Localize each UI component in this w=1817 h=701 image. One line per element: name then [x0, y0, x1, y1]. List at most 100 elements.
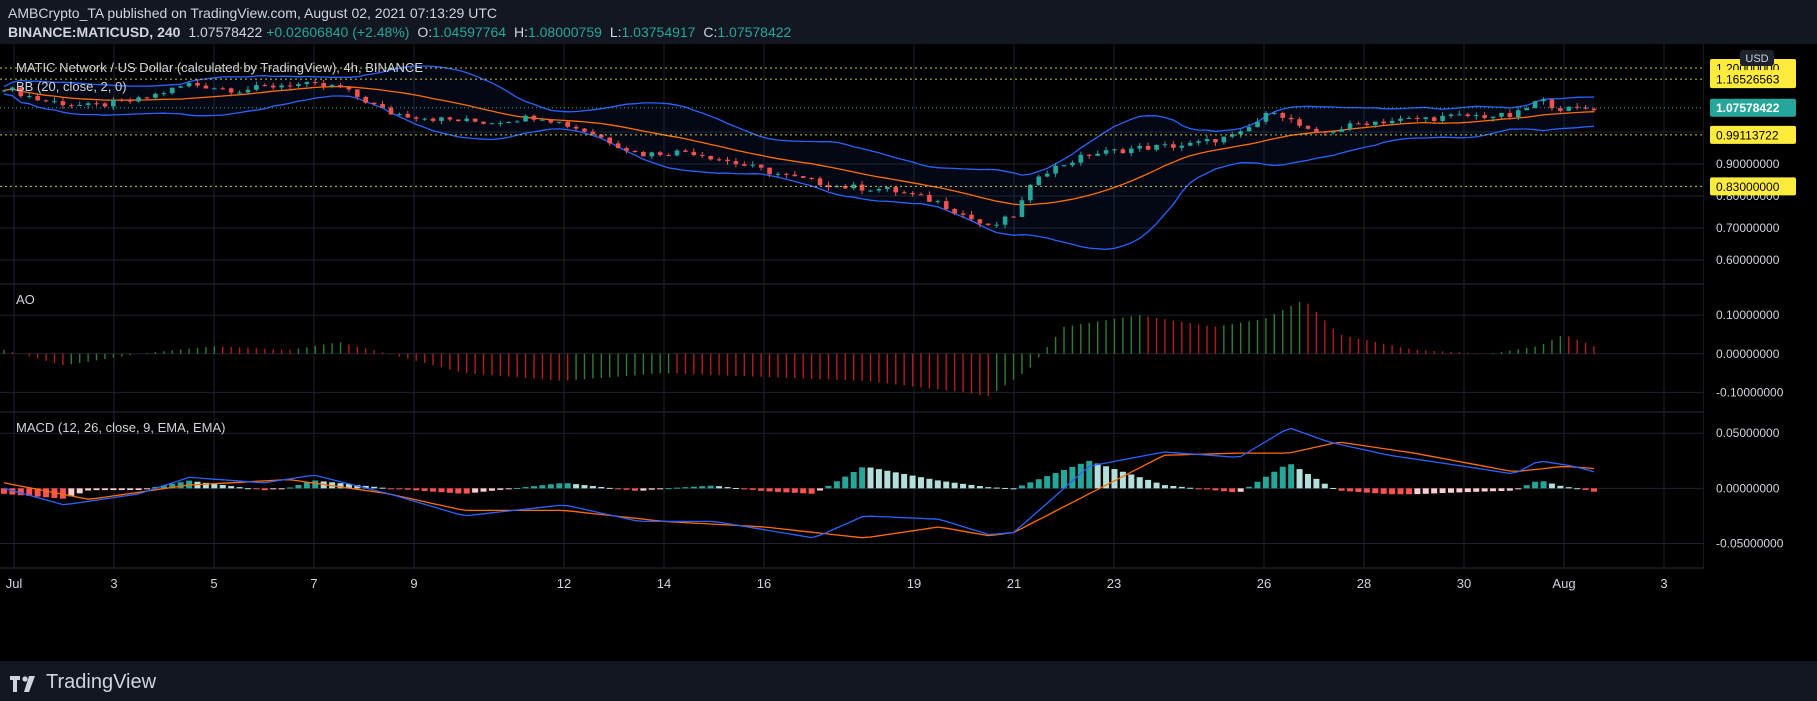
candle [994, 221, 999, 228]
macd-hist-bar [993, 487, 1000, 489]
ao-title[interactable]: AO [16, 292, 35, 307]
macd-hist-bar [152, 486, 159, 489]
candle [1473, 112, 1479, 120]
candle [943, 197, 949, 211]
macd-hist-bar [93, 488, 100, 491]
tradingview-logo[interactable]: TradingView [10, 671, 156, 694]
candle [1086, 154, 1092, 159]
candle [1381, 118, 1386, 127]
candle [809, 177, 814, 181]
candle [1440, 112, 1445, 123]
candle [355, 89, 360, 100]
macd-hist-bar [640, 488, 647, 491]
price-tick-label: 0.90000000 [1716, 157, 1780, 171]
candle [153, 92, 158, 100]
candle [1162, 141, 1168, 148]
macd-hist-bar [337, 483, 344, 489]
macd-hist-bar [371, 486, 378, 489]
candle [262, 83, 268, 87]
x-tick-label: 26 [1257, 576, 1271, 591]
macd-hist-bar [160, 485, 167, 489]
macd-hist-bar [472, 488, 479, 493]
macd-hist-bar [514, 487, 521, 489]
candle [1238, 129, 1243, 138]
macd-hist-bar [1338, 488, 1345, 491]
bb-upper-line [3, 65, 1595, 176]
macd-hist-bar [17, 488, 24, 496]
macd-hist-bar [842, 476, 849, 489]
currency-badge[interactable]: USD [1745, 53, 1768, 65]
macd-hist-bar [1523, 485, 1530, 489]
macd-pane[interactable]: MACD (12, 26, close, 9, EMA, EMA) [1, 420, 1597, 539]
candle [380, 100, 385, 109]
ao-pane[interactable]: AO [3, 292, 1595, 397]
candle [800, 175, 806, 179]
macd-hist-bar [1372, 488, 1379, 494]
candle [455, 119, 461, 122]
candle [750, 161, 756, 168]
candle [876, 186, 882, 193]
macd-hist-bar [455, 488, 462, 494]
candle [523, 114, 528, 122]
level-label: 0.99113722 [1716, 128, 1779, 142]
candle [1213, 138, 1218, 146]
bb-indicator-label[interactable]: BB (20, close, 2, 0) [16, 79, 127, 94]
candle [733, 158, 739, 168]
candle [1246, 123, 1252, 132]
x-tick-label: 14 [657, 576, 671, 591]
macd-hist-bar [1069, 466, 1076, 489]
candle [506, 121, 512, 124]
macd-hist-bar [1414, 488, 1421, 495]
macd-hist-bar [615, 488, 622, 490]
candle [1431, 115, 1437, 125]
x-tick-label: 23 [1107, 576, 1121, 591]
macd-hist-bar [1582, 488, 1589, 490]
candle [1330, 130, 1336, 135]
candle [657, 150, 663, 157]
macd-hist-bar [556, 483, 563, 489]
candle [708, 155, 713, 161]
candle [439, 116, 444, 125]
symbol-label[interactable]: BINANCE:MATICUSD, 240 [8, 24, 181, 40]
macd-hist-bar [791, 488, 798, 493]
candle [649, 151, 655, 160]
macd-hist-bar [1456, 488, 1463, 493]
candle [119, 97, 125, 102]
candle [127, 97, 133, 104]
chart-canvas[interactable]: MATIC Network / US Dollar (calculated by… [0, 44, 1817, 661]
candle [742, 161, 747, 167]
candle [1196, 139, 1201, 146]
candle [1524, 106, 1529, 111]
candle [1280, 111, 1286, 122]
macd-hist-bar [682, 487, 689, 489]
macd-hist-bar [783, 488, 790, 493]
macd-title[interactable]: MACD (12, 26, close, 9, EMA, EMA) [16, 420, 226, 435]
macd-tick-label: 0.00000000 [1716, 481, 1780, 495]
macd-hist-bar [404, 488, 411, 490]
macd-hist-bar [1591, 488, 1597, 492]
macd-hist-bar [1187, 487, 1194, 489]
macd-hist-bar [522, 487, 529, 489]
candle [304, 81, 310, 88]
x-tick-label: Jul [6, 576, 23, 591]
macd-hist-bar [1481, 488, 1488, 492]
candle [1044, 170, 1050, 178]
macd-signal-line [3, 441, 1595, 539]
candle [413, 115, 419, 122]
candle [1297, 117, 1302, 128]
macd-hist-bar [34, 488, 41, 497]
macd-hist-bar [488, 488, 495, 491]
candle [1322, 131, 1328, 136]
macd-hist-bar [438, 488, 445, 493]
macd-hist-bar [253, 488, 260, 490]
candle [1465, 112, 1471, 118]
macd-hist-bar [1136, 477, 1143, 489]
currency-badge-bg[interactable] [1740, 50, 1774, 66]
publish-info: AMBCrypto_TA published on TradingView.co… [8, 5, 497, 21]
price-pane[interactable]: MATIC Network / US Dollar (calculated by… [0, 60, 1704, 250]
last-price-label-bg [1710, 98, 1796, 117]
candle [363, 95, 369, 104]
candle [10, 86, 15, 92]
macd-hist-bar [531, 486, 537, 489]
macd-hist-bar [446, 488, 453, 493]
